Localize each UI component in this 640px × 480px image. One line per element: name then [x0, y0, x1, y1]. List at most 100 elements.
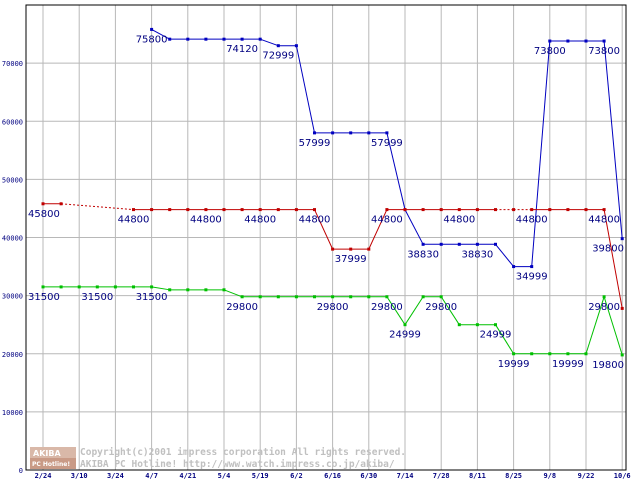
series-1-point	[385, 208, 389, 212]
x-tick-label: 7/28	[433, 472, 450, 480]
series-1-point	[403, 208, 407, 212]
series-2-point	[439, 295, 443, 299]
series-1-point	[132, 208, 135, 212]
series-0-point	[331, 131, 335, 135]
series-1-point	[475, 208, 479, 212]
data-label: 38830	[407, 249, 439, 260]
series-0-point	[475, 242, 479, 246]
watermark-copyright: Copyright(c)2001 impress corporation All…	[80, 447, 406, 458]
series-2-point	[294, 295, 298, 299]
series-1-point	[457, 208, 461, 212]
series-1-point	[59, 202, 63, 206]
series-2-point	[204, 288, 208, 292]
x-tick-label: 5/19	[252, 472, 269, 480]
x-tick-label: 3/24	[107, 472, 124, 480]
data-label: 37999	[335, 254, 367, 265]
data-labels: 75800 74120 72999 57999 57999 38830 38830 34999…	[28, 34, 624, 371]
series-lines	[41, 27, 624, 357]
series-1-point	[439, 208, 443, 212]
series-2-point	[77, 285, 81, 289]
series-2-segment	[151, 286, 170, 291]
data-label: 19800	[592, 360, 624, 371]
series-2-segment	[404, 296, 424, 325]
series-0-point	[584, 39, 588, 43]
data-label: 44800	[516, 215, 548, 226]
x-axis-ticks: 2/24 3/10 3/24 4/7 4/21 5/4 5/19 6/2 6/16 6/30 7/1…	[35, 472, 631, 480]
data-label: 31500	[136, 292, 168, 303]
series-2-segment	[386, 296, 406, 325]
series-2-point	[150, 285, 154, 289]
data-label: 34999	[516, 272, 548, 283]
series-1-point	[566, 208, 570, 212]
series-2-point	[367, 295, 371, 299]
data-label: 29800	[425, 302, 457, 313]
y-tick-label: 0	[19, 467, 23, 475]
data-label: 31500	[81, 292, 113, 303]
series-0-point	[367, 131, 371, 135]
y-tick-label: 10000	[2, 409, 23, 417]
series-2-segment	[223, 289, 243, 298]
series-2-point	[41, 285, 45, 289]
series-1-point	[602, 208, 606, 212]
series-1-point	[367, 247, 371, 251]
series-0-point	[602, 39, 606, 43]
x-tick-label: 3/10	[71, 472, 88, 480]
series-0-segment	[531, 40, 551, 267]
series-1-segment	[61, 203, 134, 211]
watermark: AKIBA PC Hotline! Copyright(c)2001 impre…	[30, 447, 406, 470]
series-0-point	[186, 37, 190, 41]
data-label: 72999	[262, 51, 294, 62]
series-2-point	[566, 352, 570, 356]
x-tick-label: 4/21	[179, 472, 196, 480]
series-1-segment	[603, 209, 623, 309]
x-tick-label: 6/30	[360, 472, 377, 480]
data-label: 44800	[244, 215, 276, 226]
data-label: 39800	[592, 244, 624, 255]
data-label: 44800	[588, 215, 620, 226]
series-2-point	[512, 352, 516, 356]
series-1-segment	[314, 209, 334, 250]
series-1-point	[276, 208, 280, 212]
data-label: 31500	[28, 292, 60, 303]
series-2-point	[548, 352, 552, 356]
x-tick-label: 7/14	[397, 472, 414, 480]
series-0-segment	[603, 40, 623, 239]
series-1-point	[349, 247, 353, 251]
series-0-point	[204, 37, 208, 41]
series-1-point	[530, 208, 534, 212]
series-0-segment	[151, 28, 170, 40]
series-0-point	[620, 237, 624, 241]
watermark-logo-bottom: PC Hotline!	[32, 461, 70, 468]
series-2-segment	[603, 296, 623, 356]
series-2-segment	[495, 324, 515, 355]
series-2-point	[349, 295, 353, 299]
data-label: 44800	[371, 215, 403, 226]
series-1-point	[620, 306, 624, 310]
series-2-point	[168, 288, 172, 292]
watermark-logo-top: AKIBA	[33, 449, 61, 458]
series-1-point	[186, 208, 190, 212]
series-2-point	[331, 295, 335, 299]
watermark-logo-band	[30, 458, 76, 469]
series-0-segment	[260, 38, 279, 47]
series-2-point	[475, 323, 479, 327]
series-0-point	[457, 242, 461, 246]
series-2-point	[222, 288, 226, 292]
series-0-point	[222, 37, 226, 41]
series-0-point	[421, 242, 425, 246]
series-0-point	[294, 44, 298, 48]
data-label: 19999	[552, 359, 584, 370]
series-1-point	[512, 208, 516, 212]
x-tick-label: 4/7	[145, 472, 158, 480]
series-0-point	[512, 265, 516, 269]
x-tick-label: 6/16	[324, 472, 341, 480]
series-1-point	[548, 208, 552, 212]
series-2-point	[276, 295, 280, 299]
series-0-point	[276, 44, 280, 48]
series-1-point	[294, 208, 298, 212]
series-0-segment	[404, 209, 424, 245]
series-0-point	[494, 242, 497, 246]
y-tick-label: 60000	[2, 118, 23, 126]
data-label: 24999	[389, 330, 421, 341]
